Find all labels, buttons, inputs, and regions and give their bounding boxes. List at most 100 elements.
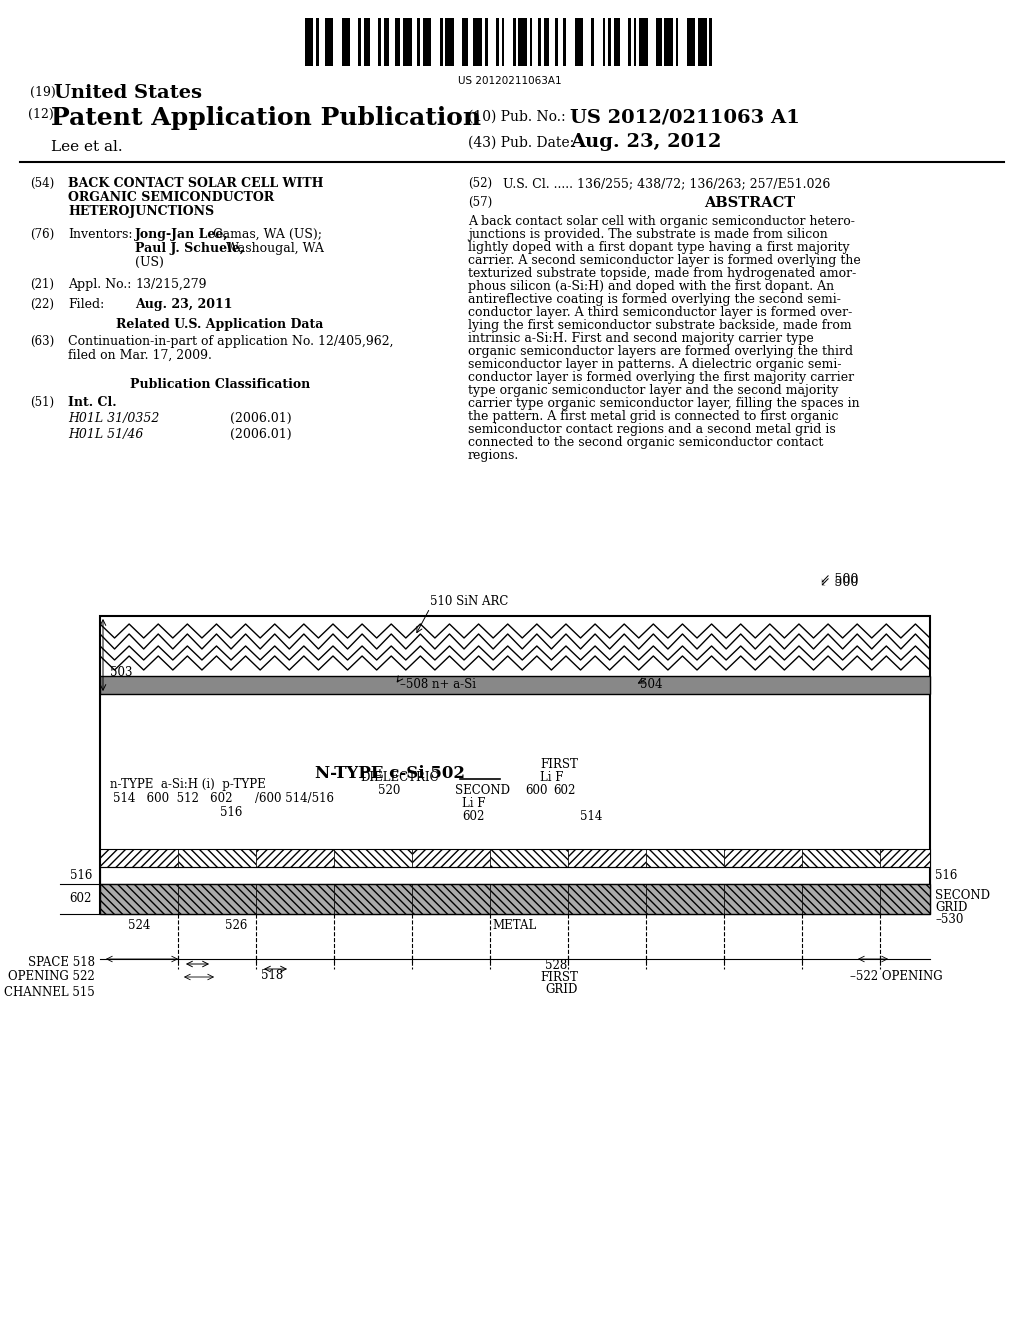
Text: Lee et al.: Lee et al. — [51, 140, 123, 154]
Text: lying the first semiconductor substrate backside, made from: lying the first semiconductor substrate … — [468, 319, 852, 333]
Text: BACK CONTACT SOLAR CELL WITH: BACK CONTACT SOLAR CELL WITH — [68, 177, 324, 190]
Text: /600 514/516: /600 514/516 — [255, 792, 334, 805]
Bar — [462, 18, 468, 66]
Bar — [256, 849, 334, 866]
Bar — [574, 18, 583, 66]
Bar — [100, 616, 930, 913]
Text: Li F: Li F — [540, 771, 563, 784]
Text: United States: United States — [54, 84, 202, 102]
Text: 600: 600 — [525, 784, 548, 797]
Bar — [178, 849, 256, 866]
Bar — [395, 18, 400, 66]
Text: 516: 516 — [70, 869, 92, 882]
Bar — [544, 18, 549, 66]
Text: (54): (54) — [30, 177, 54, 190]
Bar — [305, 18, 313, 66]
Text: Aug. 23, 2012: Aug. 23, 2012 — [570, 133, 721, 150]
Text: (2006.01): (2006.01) — [230, 412, 292, 425]
Text: GRID: GRID — [545, 983, 578, 997]
Text: intrinsic a-Si:H. First and second majority carrier type: intrinsic a-Si:H. First and second major… — [468, 333, 814, 345]
Text: SPACE 518: SPACE 518 — [28, 956, 95, 969]
Bar — [490, 849, 568, 866]
Bar — [342, 18, 350, 66]
Text: (US): (US) — [135, 256, 164, 269]
Text: (52): (52) — [468, 177, 493, 190]
Text: conductor layer is formed overlying the first majority carrier: conductor layer is formed overlying the … — [468, 371, 854, 384]
Text: Aug. 23, 2011: Aug. 23, 2011 — [135, 298, 232, 312]
Text: connected to the second organic semiconductor contact: connected to the second organic semicond… — [468, 436, 823, 449]
Text: the pattern. A first metal grid is connected to first organic: the pattern. A first metal grid is conne… — [468, 411, 839, 422]
Bar — [603, 18, 605, 66]
Text: Li F: Li F — [462, 797, 485, 810]
Text: GRID: GRID — [935, 902, 968, 913]
Text: (19): (19) — [30, 86, 55, 99]
Bar — [518, 18, 527, 66]
Text: H01L 31/0352: H01L 31/0352 — [68, 412, 160, 425]
Text: 13/215,279: 13/215,279 — [135, 279, 207, 290]
Bar — [378, 18, 381, 66]
Text: (57): (57) — [468, 195, 493, 209]
Text: DIELECTRIC: DIELECTRIC — [360, 771, 438, 784]
Text: US 2012/0211063 A1: US 2012/0211063 A1 — [570, 108, 800, 125]
Text: (2006.01): (2006.01) — [230, 428, 292, 441]
Text: METAL: METAL — [493, 919, 538, 932]
Bar — [412, 849, 490, 866]
Text: Paul J. Schuele,: Paul J. Schuele, — [135, 242, 245, 255]
Text: antireflective coating is formed overlying the second semi-: antireflective coating is formed overlyi… — [468, 293, 841, 306]
Text: phous silicon (a-Si:H) and doped with the first dopant. An: phous silicon (a-Si:H) and doped with th… — [468, 280, 835, 293]
Text: –530: –530 — [935, 913, 964, 927]
Bar — [513, 18, 516, 66]
Bar — [490, 884, 568, 913]
Text: Jong-Jan Lee,: Jong-Jan Lee, — [135, 228, 228, 242]
Bar — [698, 18, 707, 66]
Bar — [710, 18, 712, 66]
Bar — [364, 18, 370, 66]
Text: ↙ 500: ↙ 500 — [820, 576, 858, 589]
Text: filed on Mar. 17, 2009.: filed on Mar. 17, 2009. — [68, 348, 212, 362]
Text: Continuation-in-part of application No. 12/405,962,: Continuation-in-part of application No. … — [68, 335, 393, 348]
Text: texturized substrate topside, made from hydrogenated amor-: texturized substrate topside, made from … — [468, 267, 856, 280]
Text: 516: 516 — [935, 869, 957, 882]
Text: N-TYPE c-Si 502: N-TYPE c-Si 502 — [315, 766, 465, 783]
Text: carrier type organic semiconductor layer, filling the spaces in: carrier type organic semiconductor layer… — [468, 397, 859, 411]
Text: ABSTRACT: ABSTRACT — [705, 195, 796, 210]
Bar — [880, 884, 930, 913]
Text: (10) Pub. No.:: (10) Pub. No.: — [468, 110, 565, 124]
Bar — [687, 18, 695, 66]
Bar — [445, 18, 454, 66]
Bar — [646, 849, 724, 866]
Bar — [178, 884, 256, 913]
Bar — [423, 18, 431, 66]
Text: (21): (21) — [30, 279, 54, 290]
Text: 524: 524 — [128, 919, 151, 932]
Bar — [563, 18, 566, 66]
Bar — [496, 18, 499, 66]
Text: 526: 526 — [225, 919, 248, 932]
Text: 528: 528 — [545, 960, 567, 972]
Text: FIRST: FIRST — [540, 972, 578, 983]
Text: SECOND: SECOND — [935, 888, 990, 902]
Bar — [439, 18, 442, 66]
Text: Related U.S. Application Data: Related U.S. Application Data — [117, 318, 324, 331]
Text: ↙ 500: ↙ 500 — [820, 573, 858, 586]
Bar — [100, 849, 930, 866]
Bar — [724, 849, 802, 866]
Bar — [628, 18, 631, 66]
Bar — [412, 884, 490, 913]
Text: 516: 516 — [220, 807, 243, 818]
Text: HETEROJUNCTIONS: HETEROJUNCTIONS — [68, 205, 214, 218]
Text: Washougal, WA: Washougal, WA — [226, 242, 324, 255]
Bar — [100, 866, 930, 884]
Text: CHANNEL 515: CHANNEL 515 — [4, 986, 95, 998]
Text: SECOND: SECOND — [455, 784, 510, 797]
Bar — [502, 18, 505, 66]
Text: Patent Application Publication: Patent Application Publication — [51, 106, 481, 129]
Text: 602: 602 — [462, 810, 484, 822]
Text: semiconductor contact regions and a second metal grid is: semiconductor contact regions and a seco… — [468, 422, 836, 436]
Text: FIRST: FIRST — [540, 758, 578, 771]
Bar — [802, 884, 880, 913]
Bar — [639, 18, 647, 66]
Text: 514: 514 — [580, 810, 602, 822]
Text: US 20120211063A1: US 20120211063A1 — [458, 77, 562, 86]
Bar — [608, 18, 611, 66]
